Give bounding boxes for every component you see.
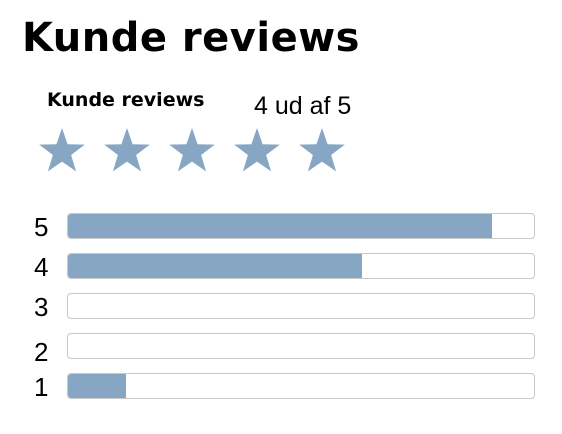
rating-bar-fill-5 bbox=[68, 214, 493, 238]
rating-bar-5 bbox=[67, 213, 535, 239]
rating-bar-fill-4 bbox=[68, 254, 362, 278]
star-icon bbox=[104, 128, 150, 172]
star-icon bbox=[234, 128, 280, 172]
rating-bar-fill-1 bbox=[68, 374, 127, 398]
rating-bar-2 bbox=[67, 333, 535, 359]
page-title: Kunde reviews bbox=[22, 15, 360, 61]
bar-label-2: 2 bbox=[34, 337, 49, 367]
rating-bar-4 bbox=[67, 253, 535, 279]
rating-bar-1 bbox=[67, 373, 535, 399]
star-icon bbox=[169, 128, 215, 172]
star-icon bbox=[39, 128, 85, 172]
rating-bar-3 bbox=[67, 293, 535, 319]
bar-label-1: 1 bbox=[34, 372, 49, 402]
bar-label-5: 5 bbox=[34, 212, 49, 242]
bar-label-4: 4 bbox=[34, 252, 49, 282]
bar-label-3: 3 bbox=[34, 292, 49, 322]
star-rating bbox=[39, 128, 345, 172]
rating-summary: 4 ud af 5 bbox=[254, 92, 352, 120]
rating-heading: Kunde reviews bbox=[47, 89, 205, 111]
star-icon bbox=[299, 128, 345, 172]
